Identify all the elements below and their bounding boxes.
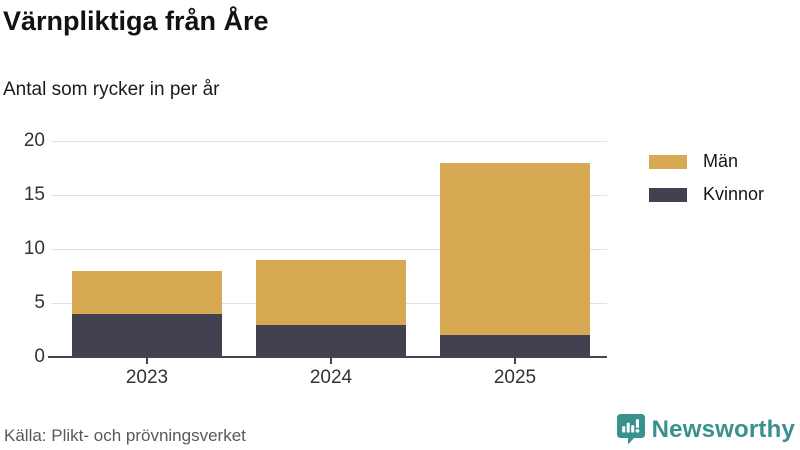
legend: Män Kvinnor	[649, 151, 764, 217]
x-tick-2023	[146, 358, 148, 364]
bar-segment-män-2025[interactable]	[440, 162, 590, 336]
x-tick-2025	[514, 358, 516, 364]
y-tick-label-15: 15	[23, 184, 45, 205]
y-tick-label-20: 20	[23, 130, 45, 151]
bar-2024[interactable]	[256, 259, 406, 357]
chart-subtitle: Antal som rycker in per år	[3, 79, 220, 100]
bar-segment-män-2023[interactable]	[72, 270, 222, 314]
legend-label-män: Män	[703, 151, 739, 171]
bar-segment-kvinnor-2024[interactable]	[256, 324, 406, 357]
plot-area	[48, 141, 607, 364]
legend-label-kvinnor: Kvinnor	[703, 184, 765, 204]
x-axis: 2023 2024 2025	[55, 367, 607, 391]
newsworthy-bubble-chart-icon	[616, 414, 645, 445]
source-note: Källa: Plikt- och prövningsverket	[4, 426, 246, 445]
gridline-10	[51, 249, 607, 250]
legend-item-män[interactable]: Män	[649, 151, 764, 172]
gridline-20	[51, 141, 607, 142]
x-tick-label-2024: 2024	[309, 367, 353, 388]
x-tick-2024	[330, 358, 332, 364]
y-tick-label-5: 5	[34, 292, 45, 313]
bar-2023[interactable]	[72, 270, 222, 357]
legend-item-kvinnor[interactable]: Kvinnor	[649, 184, 764, 205]
y-axis: 0 5 10 15 20	[0, 130, 45, 367]
page-title: Värnpliktiga från Åre	[3, 6, 269, 36]
x-axis-line	[48, 356, 607, 358]
bar-2025[interactable]	[440, 162, 590, 357]
legend-swatch-kvinnor	[649, 187, 687, 202]
stacked-bar-chart: 0 5 10 15 20 2023 2024 2025 Män Kvinnor	[0, 130, 800, 401]
bar-segment-kvinnor-2025[interactable]	[440, 335, 590, 357]
x-tick-label-2023: 2023	[125, 367, 169, 388]
bar-segment-kvinnor-2023[interactable]	[72, 313, 222, 357]
newsworthy-wordmark: Newsworthy	[651, 415, 795, 443]
bar-segment-män-2024[interactable]	[256, 259, 406, 325]
gridline-15	[51, 195, 607, 196]
y-tick-label-10: 10	[23, 238, 45, 259]
y-tick-label-0: 0	[34, 346, 45, 367]
legend-swatch-män	[649, 154, 687, 169]
newsworthy-logo: Newsworthy	[616, 414, 795, 445]
x-tick-label-2025: 2025	[493, 367, 537, 388]
